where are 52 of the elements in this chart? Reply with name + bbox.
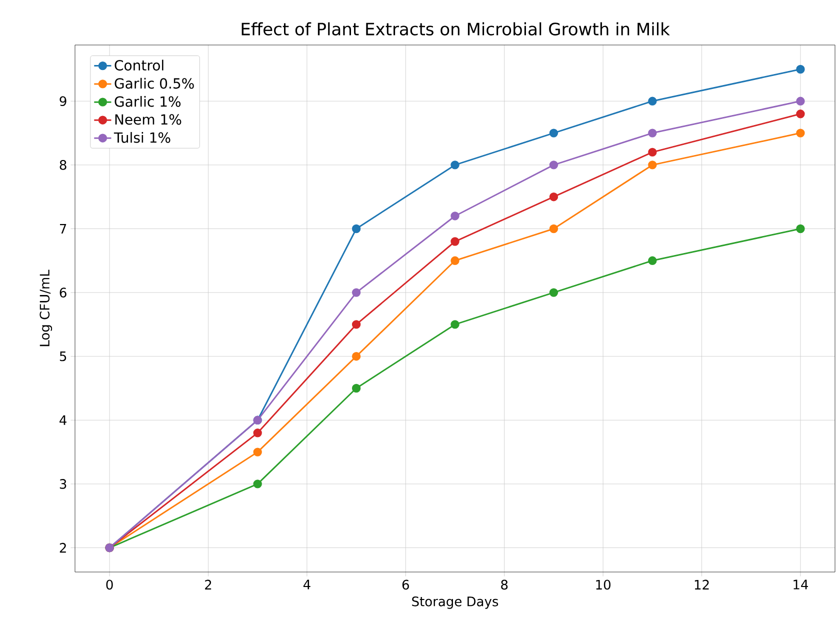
legend-label: Garlic 1% xyxy=(114,96,181,107)
point xyxy=(253,428,262,438)
x-axis-title: Storage Days xyxy=(412,596,498,609)
point xyxy=(352,224,361,234)
point xyxy=(352,320,361,329)
y-axis-title: Log CFU/mL xyxy=(40,270,52,346)
point xyxy=(352,288,361,297)
point xyxy=(648,128,657,138)
legend-label: Garlic 0.5% xyxy=(114,78,194,89)
x-tick-label: 4 xyxy=(303,580,310,590)
x-tick-label: 2 xyxy=(205,580,212,590)
y-tick-label: 7 xyxy=(60,224,66,234)
point xyxy=(648,256,657,265)
point xyxy=(450,237,460,246)
point xyxy=(648,160,657,170)
point xyxy=(549,192,558,202)
point xyxy=(648,96,657,106)
point xyxy=(549,224,558,234)
x-tick-label: 14 xyxy=(794,580,808,590)
point xyxy=(549,288,558,297)
legend-label: Neem 1% xyxy=(115,114,182,125)
point xyxy=(253,448,262,456)
y-tick-label: 4 xyxy=(60,415,66,425)
y-tick-label: 8 xyxy=(60,160,66,170)
y-tick-label: 5 xyxy=(60,352,66,362)
y-tick-label: 2 xyxy=(60,542,66,553)
point xyxy=(796,128,805,138)
point xyxy=(450,212,460,220)
point xyxy=(796,64,805,74)
point xyxy=(549,160,558,170)
point xyxy=(450,160,460,170)
legend-label: Tulsi 1% xyxy=(114,132,170,143)
x-tick-label: 8 xyxy=(501,580,508,590)
x-tick-label: 6 xyxy=(402,580,409,590)
point xyxy=(796,110,805,118)
point xyxy=(352,384,361,393)
y-tick-label: 9 xyxy=(60,96,66,106)
point xyxy=(253,480,262,488)
point xyxy=(549,128,558,138)
x-tick-label: 0 xyxy=(106,580,113,590)
chart-title: Effect of Plant Extracts on Microbial Growth in Milk xyxy=(242,22,670,36)
x-tick-label: 12 xyxy=(694,580,709,590)
point xyxy=(352,352,361,361)
x-tick-label: 10 xyxy=(596,580,610,590)
point xyxy=(450,320,460,329)
point xyxy=(796,224,805,234)
point xyxy=(796,96,805,106)
point xyxy=(648,148,657,157)
point xyxy=(450,256,460,265)
legend-label: Control xyxy=(114,60,164,71)
y-tick-label: 6 xyxy=(60,288,66,298)
y-tick-label: 3 xyxy=(60,479,66,489)
